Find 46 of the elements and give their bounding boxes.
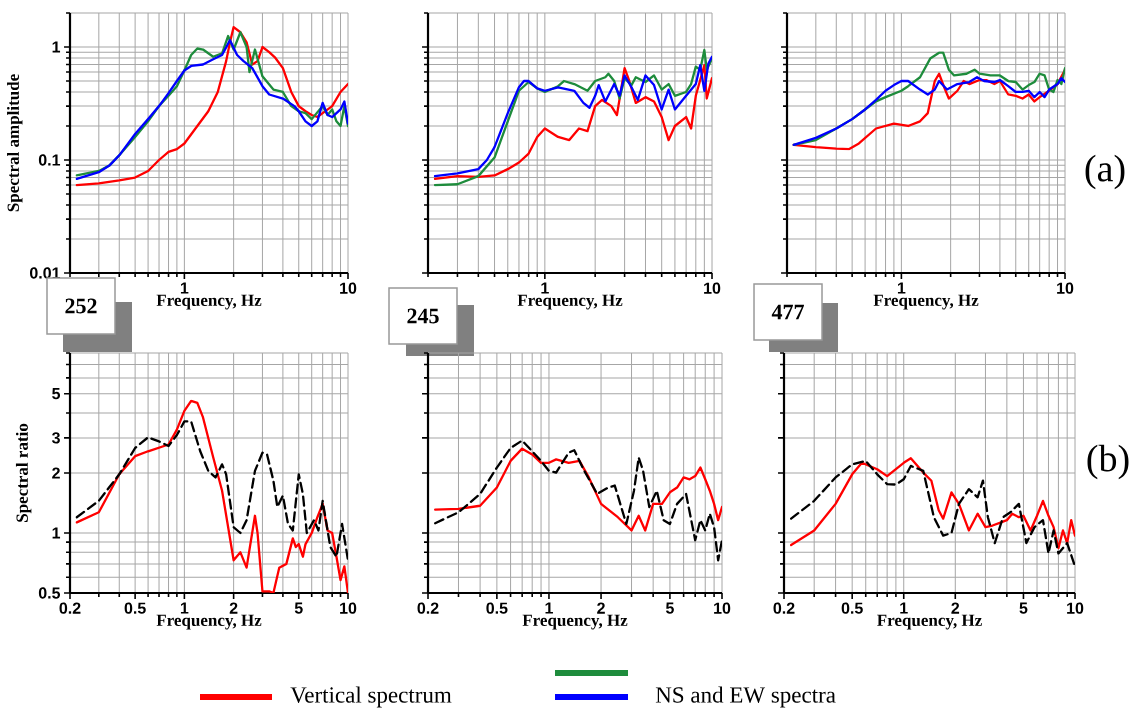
x-tick-label: 2 (229, 602, 238, 614)
x-tick-label: 2 (597, 602, 605, 614)
x-axis-title: Frequency, Hz (873, 294, 979, 310)
x-tick-label: 2 (951, 602, 960, 614)
y-tick-label: 3 (51, 432, 60, 444)
text: (b) (1087, 444, 1129, 480)
y-tick-label: 5 (52, 388, 61, 400)
x-tick-label: 1 (545, 602, 553, 614)
x-tick-label: 5 (665, 602, 674, 614)
x-axis-title: Frequency, Hz (877, 614, 982, 630)
y-tick-label: 1 (52, 527, 61, 539)
x-tick-label: 1 (897, 282, 906, 294)
y-tick-label: 0.5 (38, 587, 61, 599)
x-axis-title: Frequency, Hz (156, 614, 262, 630)
x-tick-label: 1 (180, 282, 189, 294)
x-tick-label: 0.2 (417, 602, 439, 614)
x-tick-label: 10 (1057, 282, 1074, 294)
x-tick-label: 1 (180, 602, 189, 614)
legend-label: NS and EW spectra (655, 686, 836, 708)
x-tick-label: 10 (340, 602, 357, 614)
x-tick-label: 0.5 (486, 602, 508, 614)
y-tick-label: 0.1 (38, 154, 61, 166)
x-tick-label: 0.2 (773, 602, 795, 614)
legend-label: Vertical spectrum (290, 686, 452, 708)
x-axis-title: Frequency, Hz (156, 294, 262, 310)
x-tick-label: 10 (1067, 602, 1084, 614)
x-tick-label: 10 (714, 602, 731, 614)
y-axis-title: Spectral amplitude (7, 74, 23, 212)
x-tick-label: 0.5 (841, 602, 863, 614)
text: (a) (1085, 154, 1125, 190)
x-tick-label: 0.5 (124, 602, 146, 614)
x-tick-label: 10 (340, 282, 357, 294)
text: 252 (65, 298, 97, 314)
text: 245 (407, 308, 439, 324)
x-tick-label: 5 (1019, 602, 1028, 614)
x-tick-label: 1 (900, 602, 908, 614)
x-tick-label: 10 (704, 282, 721, 294)
y-axis-title: Spectral ratio (15, 423, 32, 522)
x-axis-title: Frequency, Hz (522, 614, 628, 630)
x-tick-label: 1 (541, 282, 549, 294)
y-tick-label: 1 (52, 41, 61, 53)
text: 477 (771, 304, 804, 320)
y-tick-label: 2 (52, 467, 60, 479)
x-tick-label: 0.2 (59, 602, 81, 614)
x-tick-label: 5 (294, 602, 303, 614)
x-axis-title: Frequency, Hz (517, 294, 623, 310)
